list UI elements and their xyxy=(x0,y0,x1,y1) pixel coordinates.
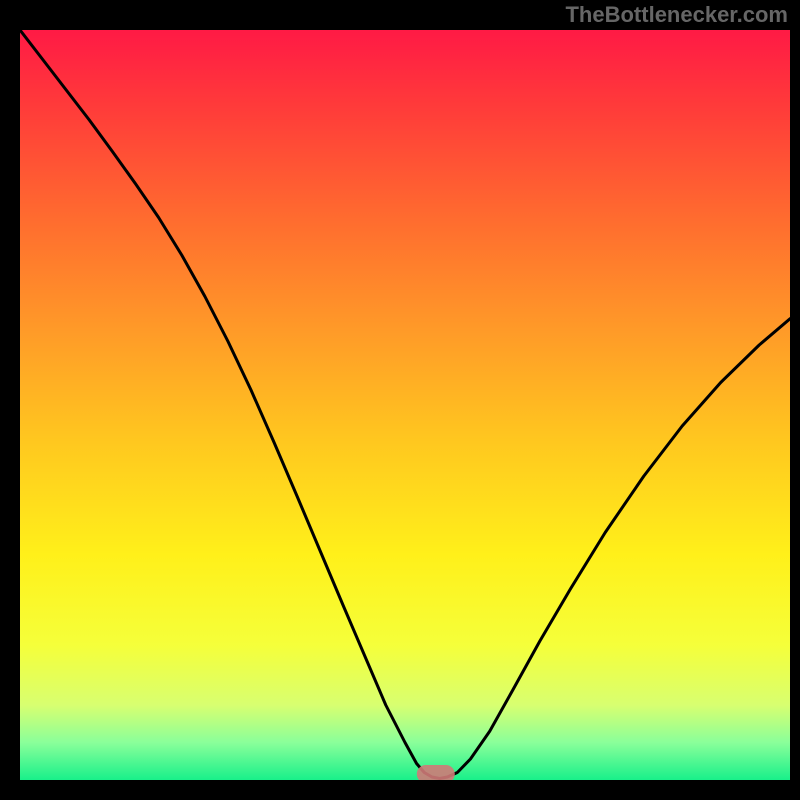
plot-area xyxy=(20,30,790,780)
plot-svg xyxy=(20,30,790,780)
chart-frame: TheBottlenecker.com xyxy=(0,0,800,800)
min-marker xyxy=(417,765,455,780)
watermark-text: TheBottlenecker.com xyxy=(565,2,788,28)
gradient-background xyxy=(20,30,790,780)
